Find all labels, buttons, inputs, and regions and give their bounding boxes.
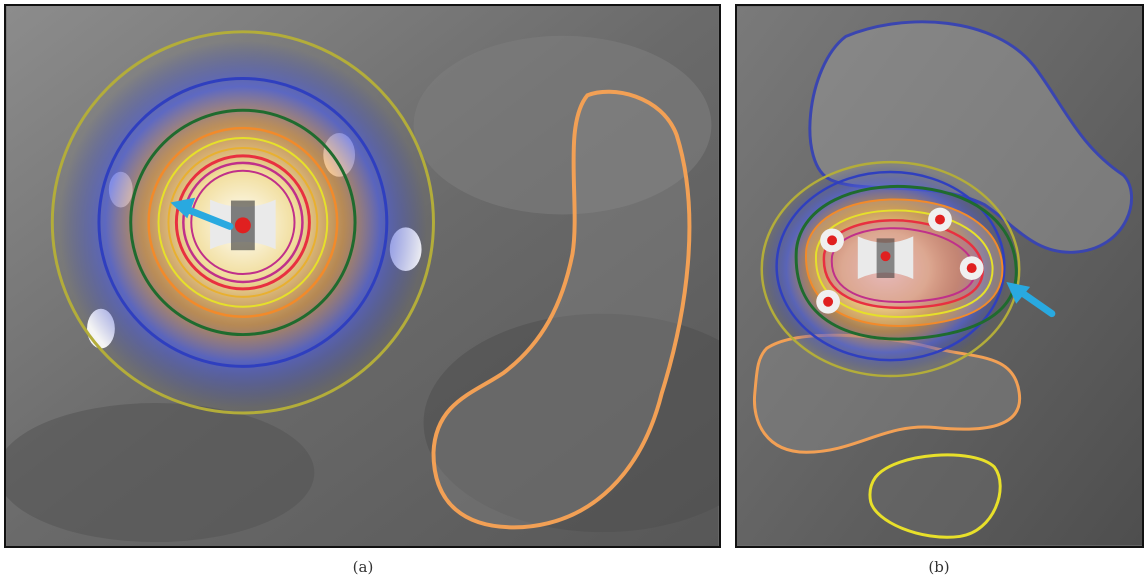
isodose-contour-green (129, 108, 357, 337)
ring-markers (816, 207, 984, 314)
panel-a-svg (6, 6, 719, 546)
isodose-contour-orange (147, 126, 339, 318)
isodose-contour-magenta2 (190, 169, 296, 276)
isodose-contour-blue (775, 170, 1006, 362)
isodose-contour-blue (97, 76, 389, 368)
isodose-contour-yellow (815, 209, 994, 318)
isodose-contour-olive (50, 30, 435, 415)
source-dot (880, 251, 891, 262)
isodose-contour-yellow (157, 137, 329, 308)
tissue-blob (6, 403, 315, 543)
arrow-icon (170, 197, 234, 230)
isodose-contour-green (794, 184, 1018, 341)
caption-b: (b) (928, 558, 950, 576)
tissue-blob (423, 313, 719, 533)
organ-contour-yellow (868, 453, 1002, 539)
isodose-contour-magenta (182, 161, 304, 284)
arrow-icon (1006, 281, 1056, 318)
tissue-blob (413, 35, 712, 215)
panel-b-ct-image (735, 4, 1144, 548)
isodose-contour-yellow2 (167, 146, 319, 298)
isodose-contour-olive (760, 160, 1021, 378)
isodose-contour-red (174, 154, 311, 291)
panel-a-ct-image (4, 4, 721, 548)
panel-b-svg (737, 6, 1142, 546)
source-dot (234, 217, 251, 234)
organ-contour-orange (431, 89, 692, 530)
caption-a: (a) (352, 558, 374, 576)
